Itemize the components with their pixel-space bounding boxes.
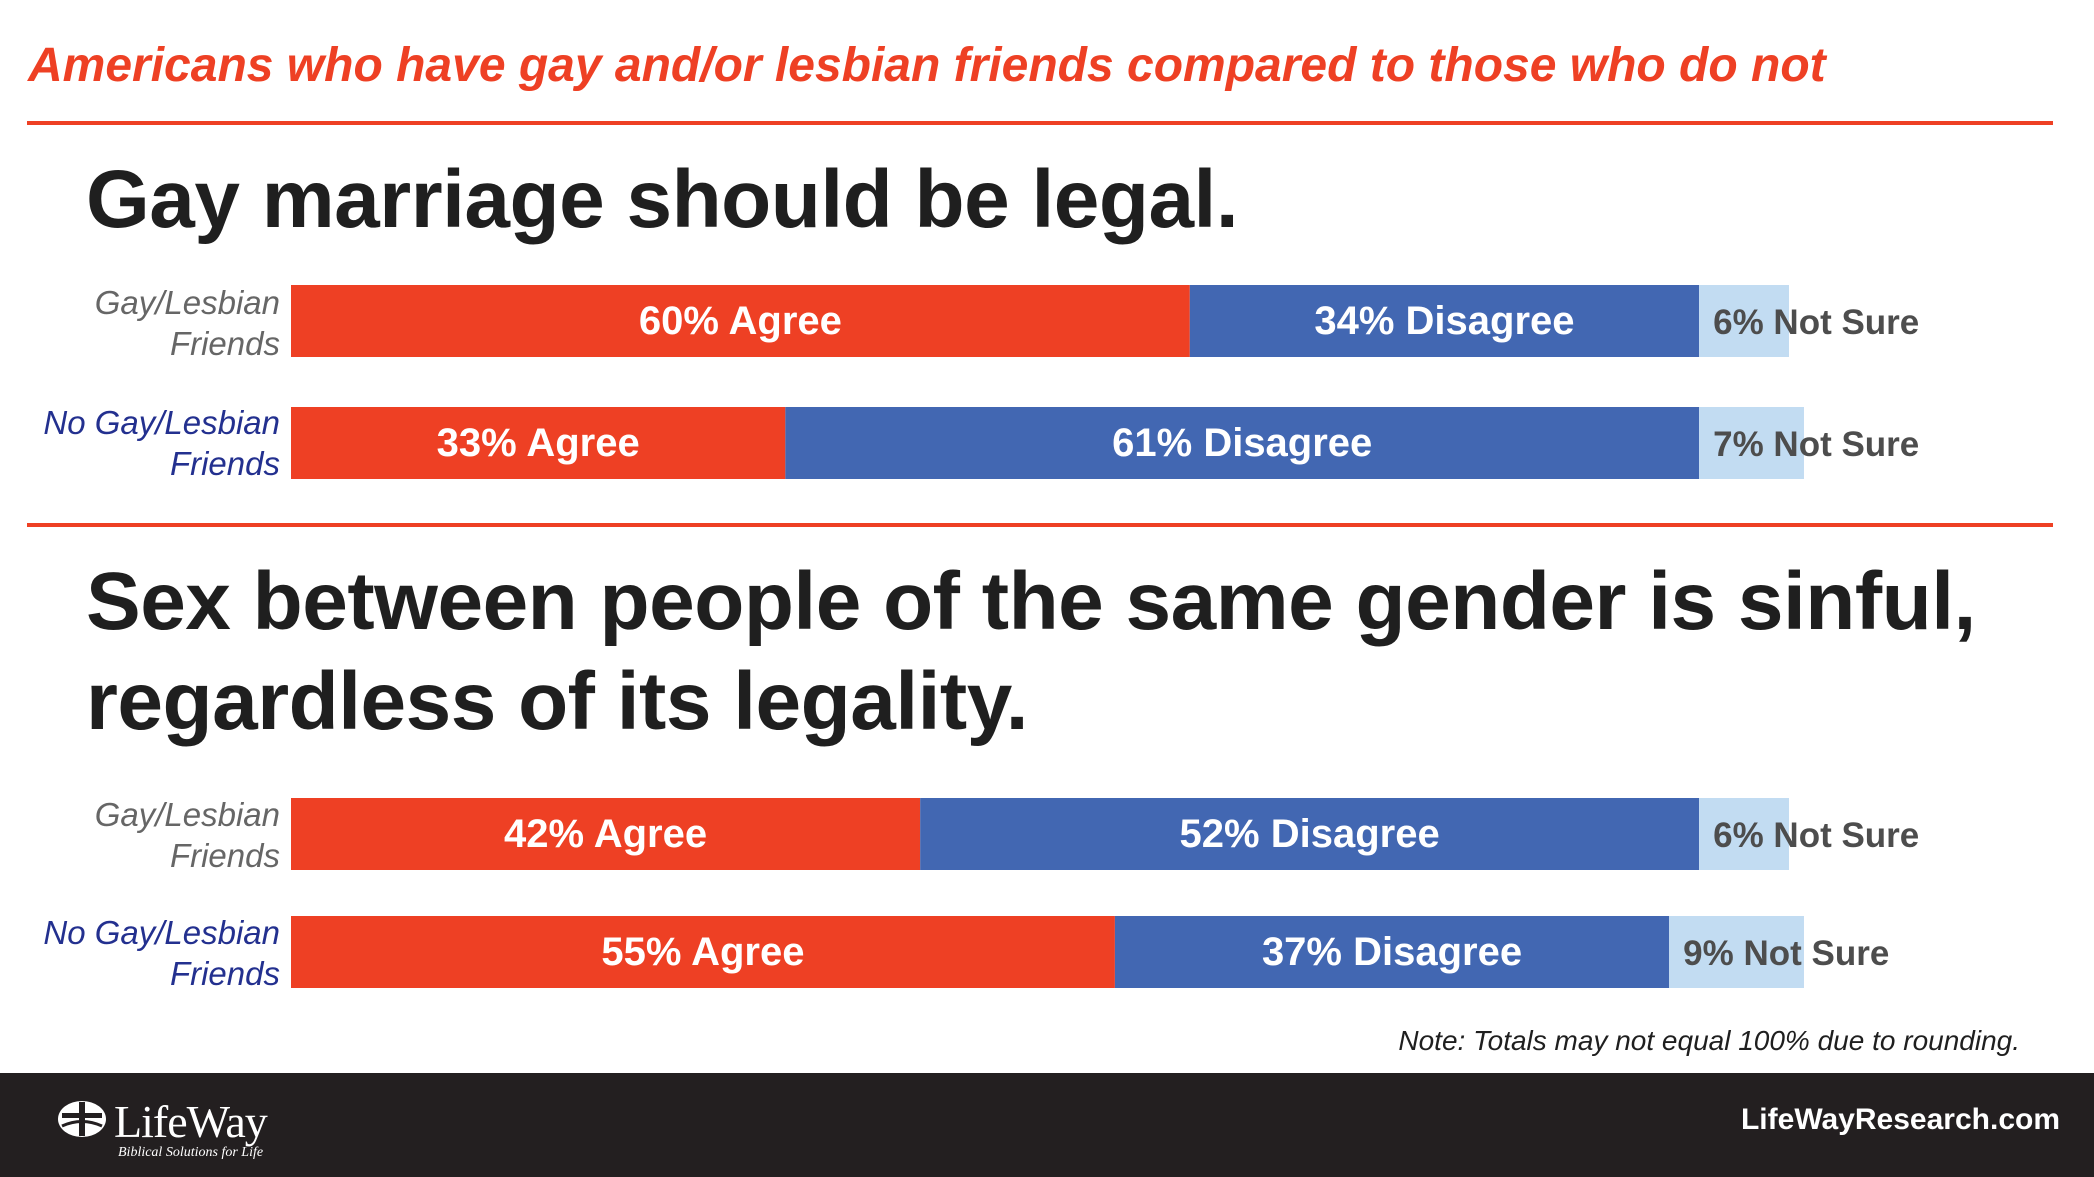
chart-subtitle: Americans who have gay and/or lesbian fr…	[28, 39, 1826, 92]
logo-wordmark: LifeWay	[114, 1096, 268, 1147]
data-label-q2-row2-disagree: 37% Disagree	[1262, 930, 1522, 974]
data-label-q1-row2-not-sure: 7% Not Sure	[1713, 425, 1919, 464]
data-label-q2-row2-not-sure: 9% Not Sure	[1683, 934, 1889, 973]
website-link[interactable]: LifeWayResearch.com	[1740, 1103, 2060, 1136]
data-label-q2-row1-not-sure: 6% Not Sure	[1713, 816, 1919, 855]
row-label-q1-without-friends: No Gay/Lesbian Friends	[43, 404, 280, 482]
data-label-q2-row1-disagree: 52% Disagree	[1180, 812, 1440, 856]
bar-q2-row1-disagree	[920, 798, 1700, 870]
data-label-q1-row2-disagree: 61% Disagree	[1112, 421, 1372, 465]
bar-q1-row2-agree	[291, 407, 786, 479]
row-label-q2-without-friends: No Gay/Lesbian Friends	[43, 914, 280, 992]
bar-q2-row1-not-sure	[1699, 798, 1789, 870]
question-1-title: Gay marriage should be legal.	[86, 154, 1239, 245]
bar-q1-row1-disagree	[1189, 285, 1700, 357]
bar-q1-row1-not-sure	[1699, 285, 1789, 357]
bar-q1-row1-agree	[291, 285, 1190, 357]
cross-book-icon	[58, 1101, 106, 1137]
row-label-q1-with-friends: Gay/Lesbian Friends	[94, 284, 280, 362]
footer-bar: LifeWay Biblical Solutions for Life Life…	[0, 1073, 2094, 1177]
bar-q2-row2-disagree	[1114, 916, 1670, 988]
bar-q2-row2-agree	[291, 916, 1115, 988]
rounding-note: Note: Totals may not equal 100% due to r…	[1398, 1025, 2020, 1056]
data-label-q2-row1-agree: 42% Agree	[504, 812, 707, 856]
data-label-q1-row1-not-sure: 6% Not Sure	[1713, 303, 1919, 342]
middle-divider	[27, 523, 2053, 527]
data-label-q2-row2-agree: 55% Agree	[601, 930, 804, 974]
bar-q1-row2-disagree	[785, 407, 1700, 479]
data-label-q1-row1-agree: 60% Agree	[639, 299, 842, 343]
row-label-q2-with-friends: Gay/Lesbian Friends	[94, 796, 280, 874]
bar-q1-row2-not-sure	[1699, 407, 1804, 479]
data-label-q1-row2-agree: 33% Agree	[437, 421, 640, 465]
top-divider	[27, 121, 2053, 125]
logo-tagline: Biblical Solutions for Life	[118, 1145, 264, 1160]
lifeway-logo[interactable]: LifeWay Biblical Solutions for Life	[56, 1093, 316, 1163]
data-label-q1-row1-disagree: 34% Disagree	[1314, 299, 1574, 343]
bar-q2-row2-not-sure	[1669, 916, 1804, 988]
bar-q2-row1-agree	[291, 798, 921, 870]
question-2-title: Sex between people of the same gender is…	[86, 556, 1976, 747]
